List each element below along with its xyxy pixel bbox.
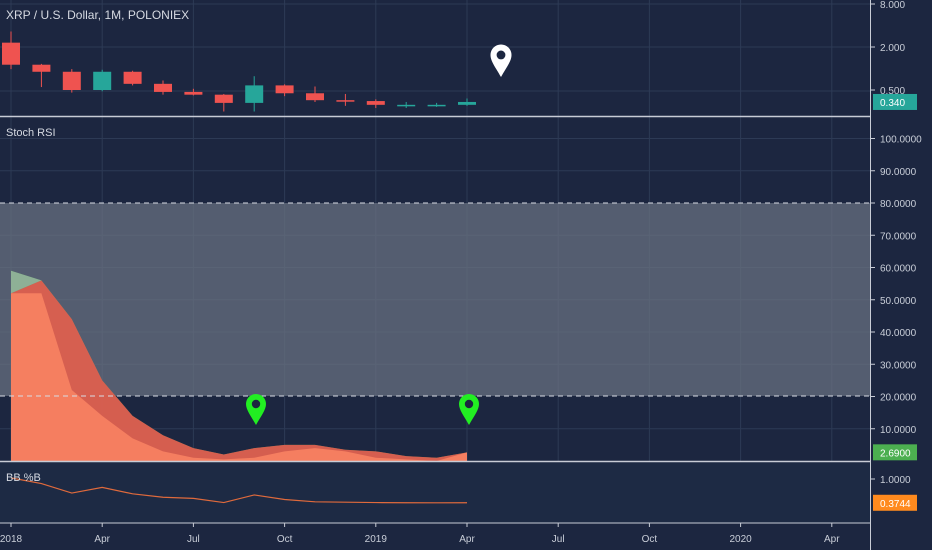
candle-body — [154, 83, 172, 92]
candle-body — [93, 71, 112, 90]
stoch-tick-label: 70.0000 — [880, 231, 917, 242]
map-pin-icon-hole — [251, 399, 261, 409]
candle-body — [123, 71, 142, 84]
bb-label: BB %B — [6, 472, 41, 484]
time-tick-label: Apr — [459, 534, 475, 545]
stoch-last-value-badge: 2.6900 — [880, 448, 911, 459]
candle-body — [32, 64, 51, 72]
candle-body — [366, 101, 385, 105]
stoch-rsi-pane — [11, 270, 467, 461]
candle-body — [427, 104, 446, 107]
price-pane — [2, 31, 476, 112]
stoch-cross-area — [11, 270, 42, 294]
stoch-tick-label: 30.0000 — [880, 360, 917, 371]
time-tick-label: Oct — [277, 534, 293, 545]
candle-body — [214, 94, 233, 103]
time-tick-label: 2019 — [365, 534, 388, 545]
bb-tick-label: 1.0000 — [880, 475, 911, 486]
candle-body — [245, 85, 264, 103]
markers[interactable] — [246, 44, 512, 425]
candle-body — [397, 104, 416, 107]
time-tick-label: Jul — [552, 534, 565, 545]
candle-body — [275, 85, 294, 94]
bb-percent-b-pane — [0, 462, 870, 523]
time-tick-label: Apr — [824, 534, 840, 545]
price-tick-label: 2.000 — [880, 43, 905, 54]
stoch-tick-label: 50.0000 — [880, 296, 917, 307]
time-tick-label: 2020 — [729, 534, 752, 545]
stoch-band — [0, 203, 870, 396]
stoch-tick-label: 80.0000 — [880, 199, 917, 210]
stoch-tick-label: 60.0000 — [880, 264, 917, 275]
map-pin-icon-hole — [464, 399, 474, 409]
stoch-tick-label: 10.0000 — [880, 425, 917, 436]
time-axis-background — [0, 524, 870, 550]
price-axis-background — [871, 0, 932, 550]
stoch-last-value-badge-background — [873, 444, 917, 461]
bb-percent-b-line — [10, 477, 468, 504]
price-tick-label: 0.500 — [880, 86, 905, 97]
price-axis[interactable]: 8.000 2.000 0.500 100.0000 90.0000 80.0000 70.… — [871, 0, 932, 550]
candle-body — [306, 93, 324, 101]
time-axis[interactable]: 2018 Apr Jul Oct 2019 Apr Jul Oct 2020 Apr — [0, 523, 870, 550]
bb-last-value-badge-background — [873, 494, 917, 511]
price-tick-label: 8.000 — [880, 0, 905, 11]
map-pin-icon-hole — [496, 50, 506, 60]
stoch-tick-label: 100.0000 — [880, 135, 922, 146]
bb-last-value-badge: 0.3744 — [880, 499, 911, 510]
candle-body — [336, 100, 355, 102]
time-tick-label: 2018 — [0, 534, 23, 545]
bb-pane-background — [0, 462, 870, 523]
chart-title: XRP / U.S. Dollar, 1M, POLONIEX — [6, 8, 189, 22]
stoch-tick-label: 20.0000 — [880, 393, 917, 404]
stoch-rsi-label: Stoch RSI — [6, 127, 56, 139]
last-price-badge: 0.340 — [880, 98, 905, 109]
candle-body — [2, 42, 20, 65]
time-tick-label: Jul — [187, 534, 200, 545]
stoch-tick-label: 40.0000 — [880, 328, 917, 339]
time-tick-label: Apr — [94, 534, 110, 545]
map-pin-icon[interactable] — [459, 394, 479, 425]
map-pin-icon[interactable] — [490, 44, 512, 77]
candle-body — [458, 101, 476, 105]
map-pin-icon[interactable] — [246, 394, 266, 425]
candle-body — [62, 71, 81, 90]
last-price-badge-background — [873, 93, 917, 110]
stoch-d-area — [11, 280, 467, 461]
candle-body — [184, 91, 203, 95]
time-tick-label: Oct — [642, 534, 658, 545]
stoch-tick-label: 90.0000 — [880, 167, 917, 178]
stoch-overlap-area — [11, 293, 467, 461]
